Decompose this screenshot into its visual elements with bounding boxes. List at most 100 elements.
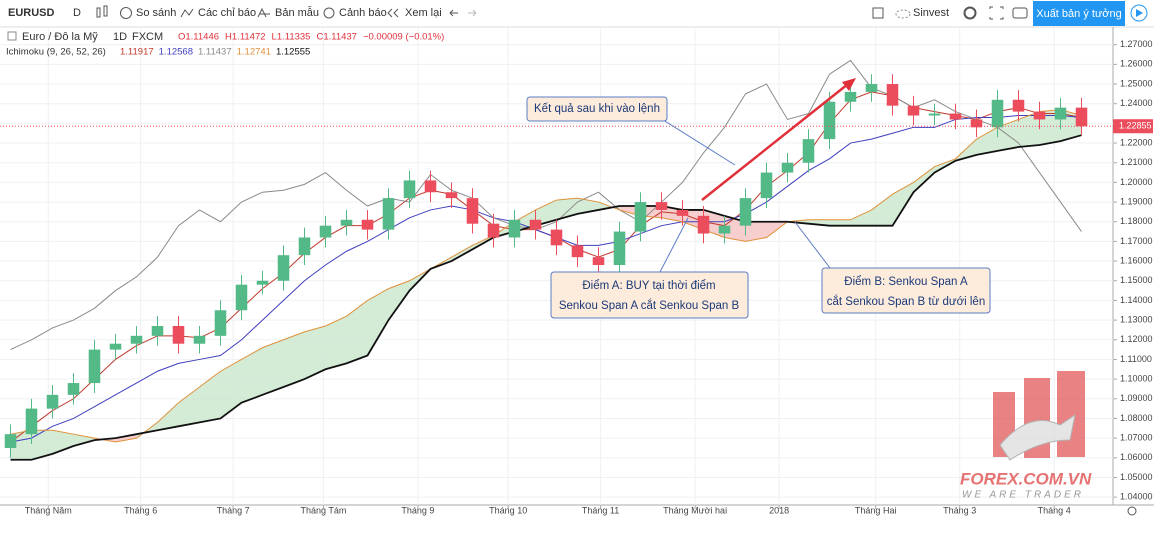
candle-body	[844, 91, 857, 102]
x-tick-label: Tháng 3	[943, 505, 976, 515]
cloud-icon[interactable]	[895, 9, 911, 19]
cloud-segment	[325, 316, 347, 370]
watermark-bars	[993, 371, 1085, 461]
watermark-slogan: WE ARE TRADER	[962, 490, 1084, 501]
candle-body	[697, 215, 710, 234]
compare-icon[interactable]	[120, 7, 132, 19]
y-tick-label: 1.07000	[1120, 432, 1153, 442]
cloud-segment	[178, 386, 200, 427]
cloud-segment	[871, 194, 893, 226]
axis-settings[interactable]	[1127, 506, 1137, 516]
candle-body	[256, 280, 269, 285]
cloud-segment	[577, 198, 599, 214]
x-tick-label: Tháng 9	[401, 505, 434, 515]
x-tick-label: Tháng 10	[489, 505, 527, 515]
cloud-segment	[304, 325, 326, 380]
annotation-text: cắt Senkou Span B từ dưới lên	[827, 295, 985, 308]
candle-body	[109, 343, 122, 350]
annotation-text: Điểm B: Senkou Span A	[844, 276, 968, 288]
candle-icon[interactable]	[96, 5, 108, 18]
cloud-segment	[1018, 111, 1040, 147]
candle-body	[802, 139, 815, 163]
candle-body	[592, 257, 605, 266]
candle-body	[193, 335, 206, 344]
templates[interactable]: Bản mẫu	[275, 6, 319, 19]
annotation-text: Kết quả sau khi vào lệnh	[534, 103, 660, 115]
candle-body	[865, 84, 878, 92]
publish-label[interactable]: Xuất bản ý tưởng	[1036, 8, 1122, 20]
candle-body	[235, 284, 248, 311]
annotation-text: Điểm A: BUY tại thời điểm	[582, 280, 715, 292]
y-tick-label: 1.12000	[1120, 334, 1153, 344]
x-tick-label: Tháng 4	[1038, 505, 1071, 515]
alerts[interactable]: Cảnh báo	[339, 7, 387, 19]
candle-body	[172, 325, 185, 344]
cloud-segment	[850, 209, 872, 226]
candle-body	[487, 223, 500, 238]
cloud-segment	[346, 300, 368, 364]
y-tick-label: 1.18000	[1120, 216, 1153, 226]
cloud-segment	[31, 430, 53, 460]
fullscreen[interactable]	[989, 6, 1004, 20]
replay-icon[interactable]	[387, 8, 399, 18]
candle-body	[823, 101, 836, 140]
candle-body	[214, 310, 227, 336]
candle-body	[1012, 99, 1025, 112]
candle-body	[88, 349, 101, 384]
candle-body	[655, 202, 668, 210]
y-tick-label: 1.08000	[1120, 413, 1153, 423]
account[interactable]: Sinvest	[913, 7, 949, 19]
annotation-box	[526, 96, 668, 122]
snapshot[interactable]	[1012, 7, 1028, 19]
annotation-pointer	[659, 217, 689, 273]
candle-body	[46, 394, 59, 409]
publish-button[interactable]	[1033, 1, 1125, 26]
y-tick-label: 1.22000	[1120, 137, 1153, 147]
y-tick-label: 1.10000	[1120, 373, 1153, 383]
y-tick-label: 1.06000	[1120, 452, 1153, 462]
y-tick-label: 1.20000	[1120, 177, 1153, 187]
watermark-brand: FOREX.COM.VN	[960, 469, 1092, 488]
candle-body	[298, 237, 311, 256]
annotation-pointer	[659, 117, 736, 166]
compare[interactable]: So sánh	[136, 7, 176, 19]
y-tick-label: 1.13000	[1120, 314, 1153, 324]
redo[interactable]	[468, 9, 477, 17]
ohlc-value: −0.00009 (−0.01%)	[363, 32, 444, 43]
legend-title: Euro / Đô la Mỹ	[22, 31, 98, 43]
indicators[interactable]: Các chỉ báo	[198, 7, 256, 19]
interval[interactable]: D	[73, 7, 81, 19]
x-tick-label: Tháng Năm	[25, 505, 72, 515]
undo[interactable]	[449, 9, 458, 17]
alert-icon[interactable]	[323, 7, 335, 19]
layout-icon[interactable]	[872, 7, 884, 19]
settings[interactable]	[963, 6, 977, 20]
cloud-segment	[283, 331, 305, 387]
symbol[interactable]: EURUSD	[8, 7, 55, 19]
cloud-segment	[535, 200, 557, 226]
ichimoku-line	[10, 109, 1082, 443]
ohlc-value: O1.11446	[178, 32, 219, 43]
candle-body	[991, 99, 1004, 128]
ichimoku-line	[10, 134, 1082, 461]
candle-body	[613, 231, 626, 266]
annotation-pointer	[794, 221, 831, 269]
candle-body	[529, 219, 542, 230]
legend-source: FXCM	[132, 31, 163, 43]
collapse-icon[interactable]	[7, 31, 17, 41]
indicator-value: 1.12568	[159, 47, 193, 58]
candle-body	[403, 180, 416, 199]
template-icon[interactable]	[257, 7, 270, 18]
play-button[interactable]	[1130, 4, 1148, 22]
y-tick-label: 1.21000	[1120, 157, 1153, 167]
x-tick-label: Tháng Tám	[300, 505, 346, 515]
price-tag	[1113, 119, 1153, 134]
indicator-value: 1.11917	[120, 47, 154, 58]
replay[interactable]: Xem lại	[405, 7, 442, 19]
candle-body	[781, 162, 794, 173]
y-tick-label: 1.26000	[1120, 59, 1153, 69]
ichimoku-line	[10, 115, 1082, 443]
candle-body	[739, 198, 752, 226]
indicator-icon[interactable]	[180, 8, 194, 18]
candle-body	[340, 219, 353, 226]
